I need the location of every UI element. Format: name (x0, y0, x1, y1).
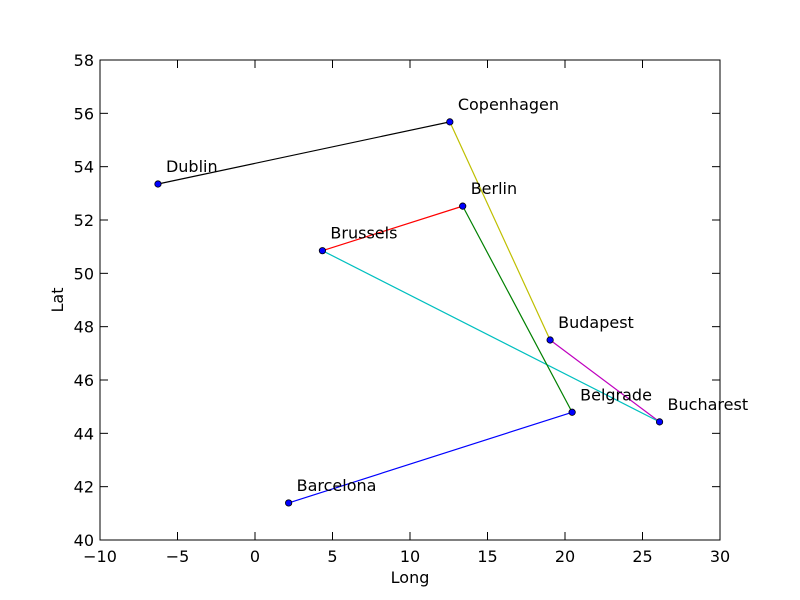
route-segment (288, 411, 573, 504)
route-segment (462, 205, 573, 413)
route-segment (549, 339, 660, 423)
city-point (568, 408, 576, 416)
x-tick-label: −5 (166, 547, 190, 566)
y-tick-label: 46 (74, 371, 94, 390)
y-tick-label: 56 (74, 104, 94, 123)
city-point (285, 499, 293, 507)
points-layer (154, 118, 664, 507)
y-tick-label: 54 (74, 158, 94, 177)
city-label: Budapest (558, 313, 634, 332)
x-tick-label: 25 (632, 547, 652, 566)
y-tick-label: 50 (74, 264, 94, 283)
city-label: Barcelona (297, 476, 377, 495)
y-tick-label: 42 (74, 478, 94, 497)
tick-labels-layer: −10 −5 0 5 10 15 20 25 30 40 42 44 46 48 50 52 54 56 58 (74, 51, 731, 566)
route-segment (157, 121, 450, 185)
y-tick-label: 40 (74, 531, 94, 550)
y-tick-label: 48 (74, 318, 94, 337)
city-label: Copenhagen (458, 95, 559, 114)
x-axis-label: Long (391, 568, 430, 587)
x-tick-label: −10 (83, 547, 117, 566)
y-axis-label: Lat (48, 288, 67, 313)
city-label: Bucharest (668, 395, 749, 414)
x-tick-label: 5 (327, 547, 337, 566)
city-label: Brussels (330, 224, 397, 243)
city-label: Belgrade (580, 385, 652, 404)
plot-area (100, 60, 720, 540)
city-point (655, 418, 664, 426)
city-point (318, 247, 327, 255)
route-segment (322, 205, 463, 252)
city-label: Berlin (471, 179, 517, 198)
route-segment (322, 250, 660, 423)
city-label: Dublin (166, 157, 218, 176)
y-tick-label: 58 (74, 51, 94, 70)
city-labels-layer: Dublin Copenhagen Berlin Brussels Budapest Bu… (166, 95, 748, 495)
x-tick-label: 20 (555, 547, 575, 566)
route-segment (449, 121, 551, 341)
x-tick-label: 0 (250, 547, 260, 566)
city-point (446, 118, 454, 126)
city-point (154, 180, 162, 188)
y-tick-label: 44 (74, 424, 94, 443)
x-tick-label: 15 (477, 547, 497, 566)
ticks-layer (99, 59, 721, 541)
segments-layer (157, 121, 660, 504)
city-point (459, 202, 467, 210)
city-point (546, 336, 554, 344)
y-tick-label: 52 (74, 211, 94, 230)
x-tick-label: 10 (400, 547, 420, 566)
x-tick-label: 30 (710, 547, 730, 566)
